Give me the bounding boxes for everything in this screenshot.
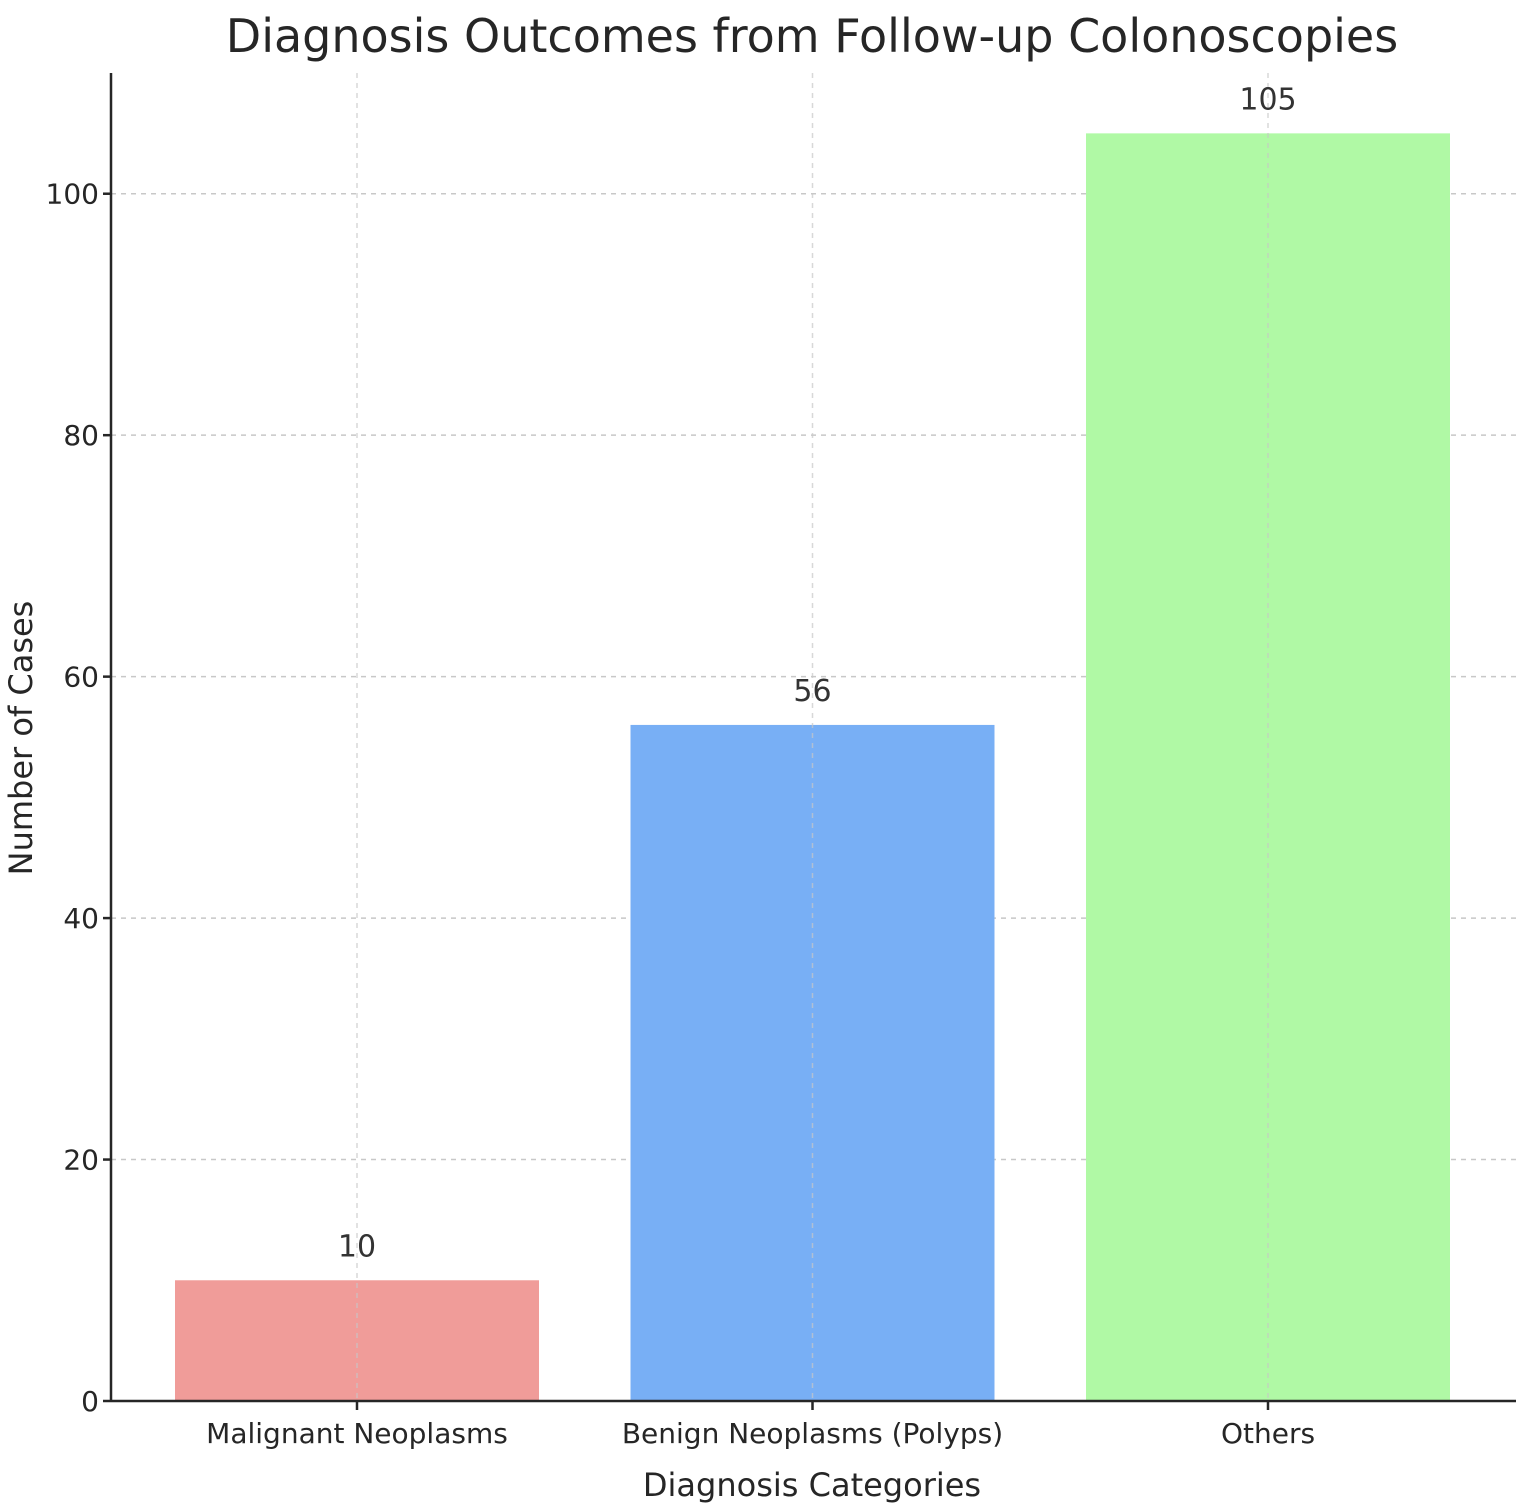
y-tick-label: 20	[63, 1144, 99, 1177]
y-tick-label: 100	[46, 178, 99, 211]
y-tick-label: 0	[81, 1385, 99, 1418]
x-tick-label: Malignant Neoplasms	[206, 1417, 508, 1450]
y-axis-label: Number of Cases	[2, 601, 40, 876]
bar	[175, 1280, 539, 1401]
x-tick-label: Others	[1221, 1417, 1315, 1450]
y-ticks: 0 20 40 60 80 100	[46, 178, 111, 1418]
y-tick-label: 80	[63, 419, 99, 452]
bar-value-label: 105	[1239, 82, 1296, 117]
bar-value-label: 56	[793, 674, 831, 709]
y-tick-label: 40	[63, 902, 99, 935]
chart-title: Diagnosis Outcomes from Follow-up Colono…	[226, 9, 1398, 63]
y-tick-label: 60	[63, 661, 99, 694]
bar-value-label: 10	[338, 1229, 376, 1264]
x-ticks: Malignant Neoplasms Benign Neoplasms (Pol…	[206, 1401, 1315, 1450]
x-axis-label: Diagnosis Categories	[643, 1466, 981, 1504]
x-tick-label: Benign Neoplasms (Polyps)	[622, 1417, 1003, 1450]
data-labels: 10 56 105	[338, 82, 1297, 1264]
